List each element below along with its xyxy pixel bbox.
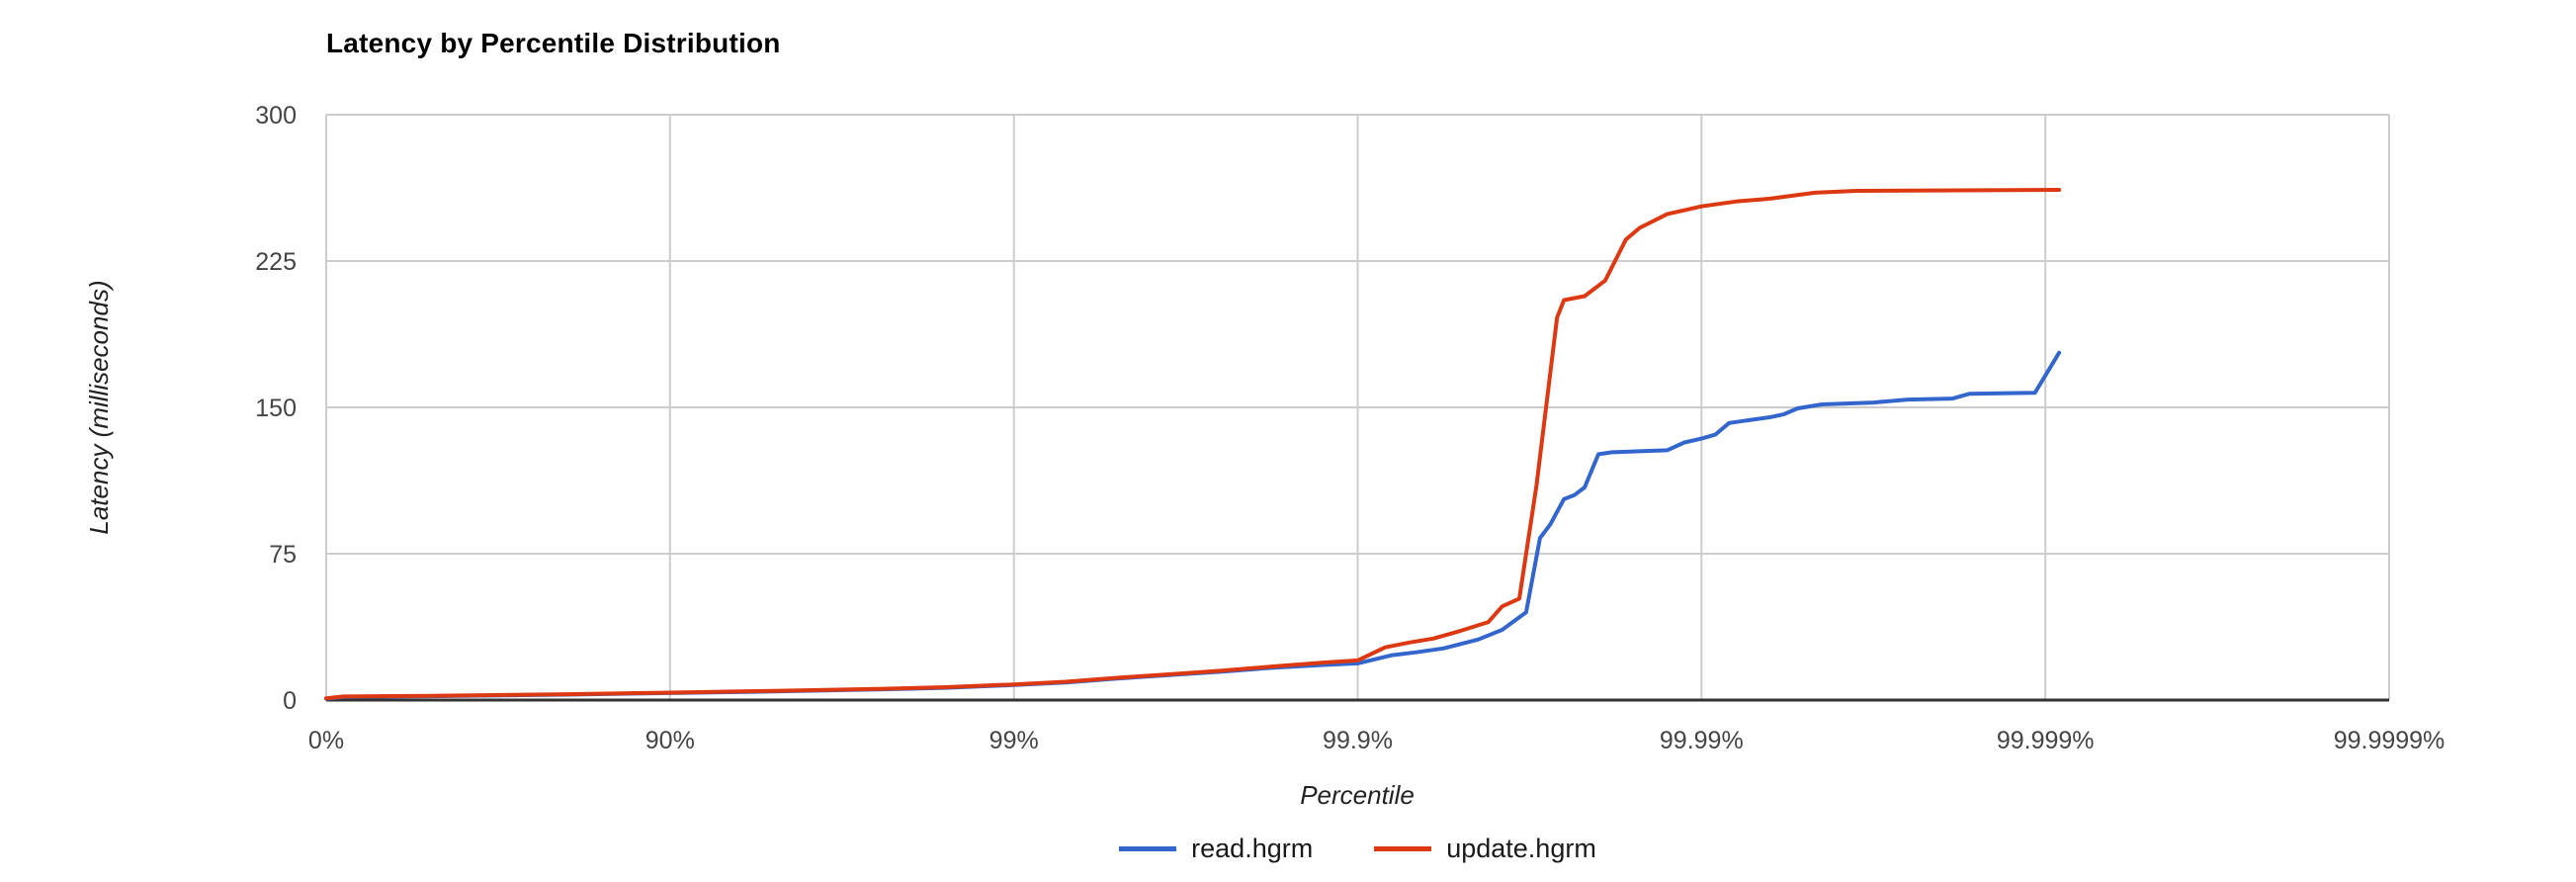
y-tick-label-0: 0 [283, 687, 297, 715]
legend-item-update.hgrm: update.hgrm [1374, 834, 1596, 864]
y-axis-title: Latency (milliseconds) [84, 280, 114, 534]
legend: read.hgrm update.hgrm [326, 829, 2389, 868]
x-axis-title: Percentile [1300, 780, 1415, 810]
x-tick-label-99.9%: 99.9% [1323, 727, 1393, 754]
x-tick-label-0%: 0% [308, 727, 344, 754]
x-tick-label-90%: 90% [645, 727, 695, 754]
plot-area: 0 75 150 225 300 0% 90% 99% 99.9% 99.99% 99.999% 99… [255, 102, 2445, 754]
legend-item-read.hgrm: read.hgrm [1119, 834, 1313, 864]
y-tick-label-150: 150 [255, 395, 297, 422]
x-tick-label-99.99%: 99.99% [1660, 727, 1744, 754]
y-tick-label-225: 225 [255, 248, 297, 276]
legend-line-swatch [1374, 845, 1432, 851]
y-tick-label-75: 75 [269, 541, 297, 569]
x-tick-label-99%: 99% [989, 727, 1039, 754]
legend-label: update.hgrm [1446, 833, 1596, 863]
x-tick-label-99.999%: 99.999% [1997, 727, 2095, 754]
x-tick-label-99.9999%: 99.9999% [2334, 727, 2446, 754]
y-tick-label-300: 300 [255, 102, 297, 130]
chart-title: Latency by Percentile Distribution [326, 28, 781, 58]
series-path-update.hgrm [324, 188, 2062, 701]
legend-label: read.hgrm [1191, 833, 1314, 863]
series-path-read.hgrm [324, 350, 2062, 701]
legend-line-swatch [1119, 845, 1177, 851]
